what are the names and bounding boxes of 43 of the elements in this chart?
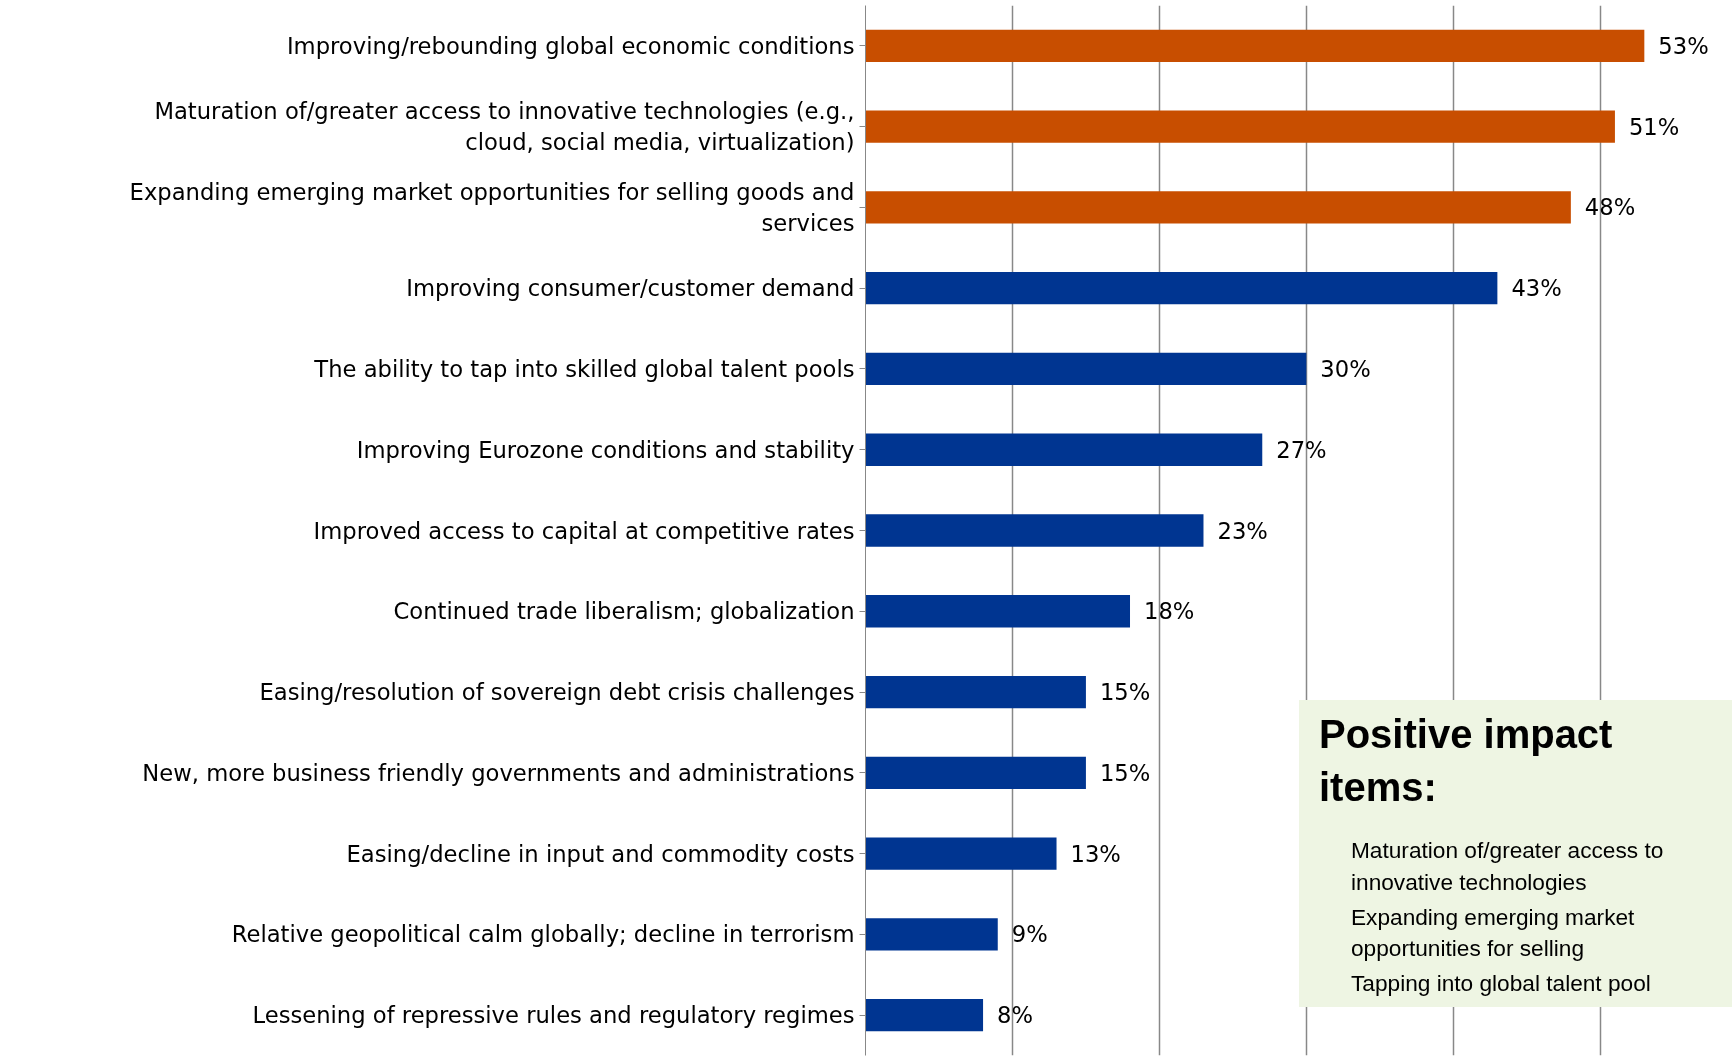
bar [865, 675, 1086, 709]
bar [865, 918, 998, 951]
bar [865, 433, 1263, 466]
data-label: 23% [1217, 517, 1268, 544]
annotation: Expanding emerging market opportunities for selling [1351, 903, 1636, 961]
y-tick-label: Improving consumer/customer demand [406, 275, 855, 302]
data-label: 18% [1144, 598, 1195, 625]
bar [865, 352, 1307, 386]
data-label: 43% [1511, 275, 1562, 302]
data-label: 8% [997, 1002, 1034, 1029]
data-label: 15% [1099, 679, 1151, 706]
data-label: 13% [1070, 840, 1121, 867]
bar [865, 837, 1057, 870]
data-label: 48% [1584, 194, 1636, 221]
data-label: 15% [1099, 759, 1151, 786]
y-tick-label: Improving/rebounding global economic conditions [286, 32, 855, 59]
y-tick-label: Maturation of/greater access to innovative technologies (e.g., cloud, social media, virtualization) [154, 98, 855, 156]
annotation: Positive impact items: [1319, 712, 1613, 810]
y-tick-label: Easing/decline in input and commodity costs [346, 840, 855, 867]
y-tick-label: Easing/resolution of sovereign debt crisis challenges [259, 679, 855, 706]
annotation: Tapping into global talent pool [1351, 969, 1651, 996]
bar [865, 191, 1571, 224]
data-label: 9% [1011, 921, 1048, 948]
y-tick-label: Expanding emerging market opportunities for selling goods and services [129, 178, 855, 237]
bar [865, 110, 1615, 143]
y-tick-label: Lessening of repressive rules and regulatory regimes [252, 1002, 855, 1029]
bar [865, 29, 1645, 63]
data-label: 27% [1276, 436, 1327, 463]
bar [865, 998, 984, 1032]
y-tick-label: Continued trade liberalism; globalization [393, 598, 855, 625]
y-tick-label: Improved access to capital at competitive rates [313, 517, 855, 544]
bar [865, 756, 1086, 789]
bar [865, 514, 1204, 547]
y-tick-label: New, more business friendly governments and administrations [142, 759, 855, 786]
data-label: 30% [1320, 355, 1371, 382]
bar [865, 595, 1131, 628]
y-tick-label: Improving Eurozone conditions and stability [356, 436, 855, 463]
y-tick-label: Relative geopolitical calm globally; decline in terrorism [231, 921, 855, 948]
bar [865, 272, 1498, 305]
annotation: Maturation of/greater access to innovative technologies [1351, 837, 1664, 895]
data-label: 53% [1658, 32, 1709, 59]
data-label: 51% [1628, 113, 1680, 140]
y-tick-label: The ability to tap into skilled global talent pools [313, 355, 855, 382]
